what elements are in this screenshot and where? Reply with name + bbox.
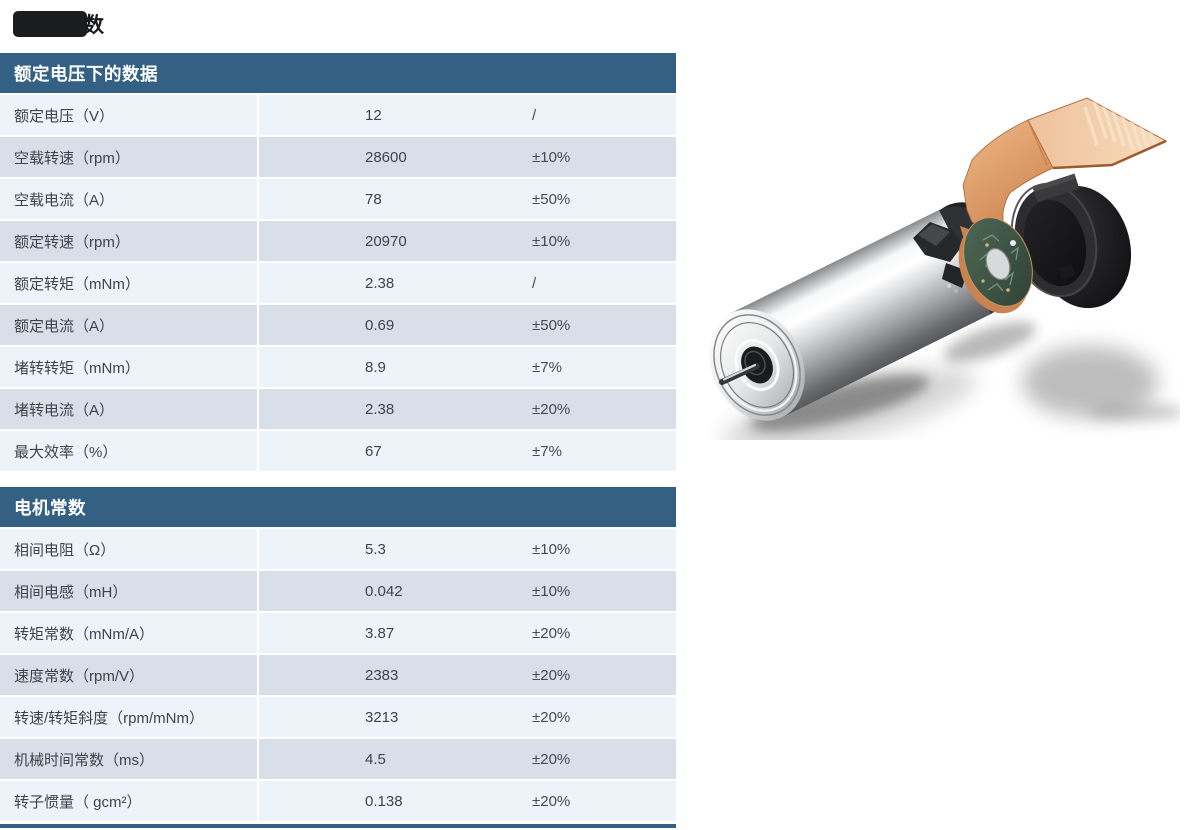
spec-row: 机械时间常数（ms） 4.5 ±20% (0, 739, 676, 779)
spec-tolerance: ±20% (532, 750, 571, 768)
spec-label: 速度常数（rpm/V） (0, 655, 259, 695)
spec-row: 转子惯量（ gcm²） 0.138 ±20% (0, 781, 676, 821)
spec-label: 额定电压（V） (0, 95, 259, 135)
table-title: 电机常数 (0, 487, 676, 527)
shadow-group (723, 322, 1184, 453)
spec-label: 最大效率（%） (0, 431, 259, 471)
cap-top-tab (1032, 173, 1080, 203)
bldc-motor-exploded-view-svg (709, 97, 1184, 453)
spec-tolerance: ±20% (532, 400, 571, 418)
spec-tolerance: ±20% (532, 624, 571, 642)
spec-label: 堵转转矩（mNm） (0, 347, 259, 387)
spec-tolerance: ±7% (532, 442, 562, 460)
pcb-disc (958, 217, 1033, 314)
spec-value: 0.69 (365, 316, 395, 334)
spec-label: 转子惯量（ gcm²） (0, 781, 259, 821)
spec-tolerance: ±20% (532, 792, 571, 810)
spec-label: 相间电阻（Ω） (0, 529, 259, 569)
spec-value: 4.5 (365, 750, 386, 768)
spec-label: 堵转电流（A） (0, 389, 259, 429)
spec-value: 3.87 (365, 624, 395, 642)
spec-tolerance: ±10% (532, 232, 571, 250)
spec-tolerance: ±10% (532, 148, 571, 166)
spec-row: 空载电流（A） 78 ±50% (0, 179, 676, 219)
spec-value: 2.38 (365, 274, 395, 292)
motor-constants-table: 电机常数 相间电阻（Ω） 5.3 ±10% 相间电感（mH） 0.042 ±10% 转矩常数… (0, 487, 676, 823)
rated-voltage-table: 额定电压下的数据 额定电压（V） 12 / 空载转速（rpm） 28600 ±10% 空载电… (0, 53, 676, 473)
spec-row: 相间电阻（Ω） 5.3 ±10% (0, 529, 676, 569)
spec-value: 3213 (365, 708, 399, 726)
spec-value: 0.042 (365, 582, 403, 600)
spec-tolerance: ±20% (532, 708, 571, 726)
spec-row: 空载转速（rpm） 28600 ±10% (0, 137, 676, 177)
spec-label: 机械时间常数（ms） (0, 739, 259, 779)
spec-value: 67 (365, 442, 382, 460)
spec-tolerance: ±10% (532, 540, 571, 558)
spec-row: 堵转电流（A） 2.38 ±20% (0, 389, 676, 429)
spec-row: 堵转转矩（mNm） 8.9 ±7% (0, 347, 676, 387)
spec-tolerance: ±7% (532, 358, 562, 376)
spec-row: 转速/转矩斜度（rpm/mNm） 3213 ±20% (0, 697, 676, 737)
spec-tolerance: / (532, 274, 537, 292)
spec-row: 额定电流（A） 0.69 ±50% (0, 305, 676, 345)
spec-value: 78 (365, 190, 382, 208)
spec-tolerance: ±50% (532, 190, 571, 208)
spec-value: 5.3 (365, 540, 386, 558)
spec-label: 额定转矩（mNm） (0, 263, 259, 303)
spec-value: 12 (365, 106, 382, 124)
table-bottom-border (0, 824, 676, 828)
spec-value: 28600 (365, 148, 407, 166)
spec-tolerance: / (532, 106, 537, 124)
spec-value: 0.138 (365, 792, 403, 810)
spec-row: 最大效率（%） 67 ±7% (0, 431, 676, 471)
spec-value: 20970 (365, 232, 407, 250)
spec-value: 8.9 (365, 358, 386, 376)
flex-cable (960, 97, 1168, 243)
rotor-cap (1010, 173, 1132, 309)
spec-row: 额定转矩（mNm） 2.38 / (0, 263, 676, 303)
section-tag: 数 (13, 10, 104, 38)
spec-row: 转矩常数（mNm/A） 3.87 ±20% (0, 613, 676, 653)
spec-label: 转矩常数（mNm/A） (0, 613, 259, 653)
redacted-label-box (13, 11, 87, 37)
section-tag-char: 数 (83, 14, 104, 37)
spec-label: 额定转速（rpm） (0, 221, 259, 261)
spec-label: 转速/转矩斜度（rpm/mNm） (0, 697, 259, 737)
spec-tolerance: ±10% (532, 582, 571, 600)
spec-value: 2383 (365, 666, 399, 684)
spec-label: 空载电流（A） (0, 179, 259, 219)
motor-shaft (719, 363, 760, 385)
spec-value: 2.38 (365, 400, 395, 418)
spec-row: 相间电感（mH） 0.042 ±10% (0, 571, 676, 611)
spec-label: 空载转速（rpm） (0, 137, 259, 177)
table-title: 额定电压下的数据 (0, 53, 676, 93)
spec-tolerance: ±50% (532, 316, 571, 334)
spec-label: 额定电流（A） (0, 305, 259, 345)
spec-label: 相间电感（mH） (0, 571, 259, 611)
spec-row: 速度常数（rpm/V） 2383 ±20% (0, 655, 676, 695)
spec-row: 额定转速（rpm） 20970 ±10% (0, 221, 676, 261)
spec-tolerance: ±20% (532, 666, 571, 684)
spec-row: 额定电压（V） 12 / (0, 95, 676, 135)
motor-product-image (700, 85, 1184, 453)
